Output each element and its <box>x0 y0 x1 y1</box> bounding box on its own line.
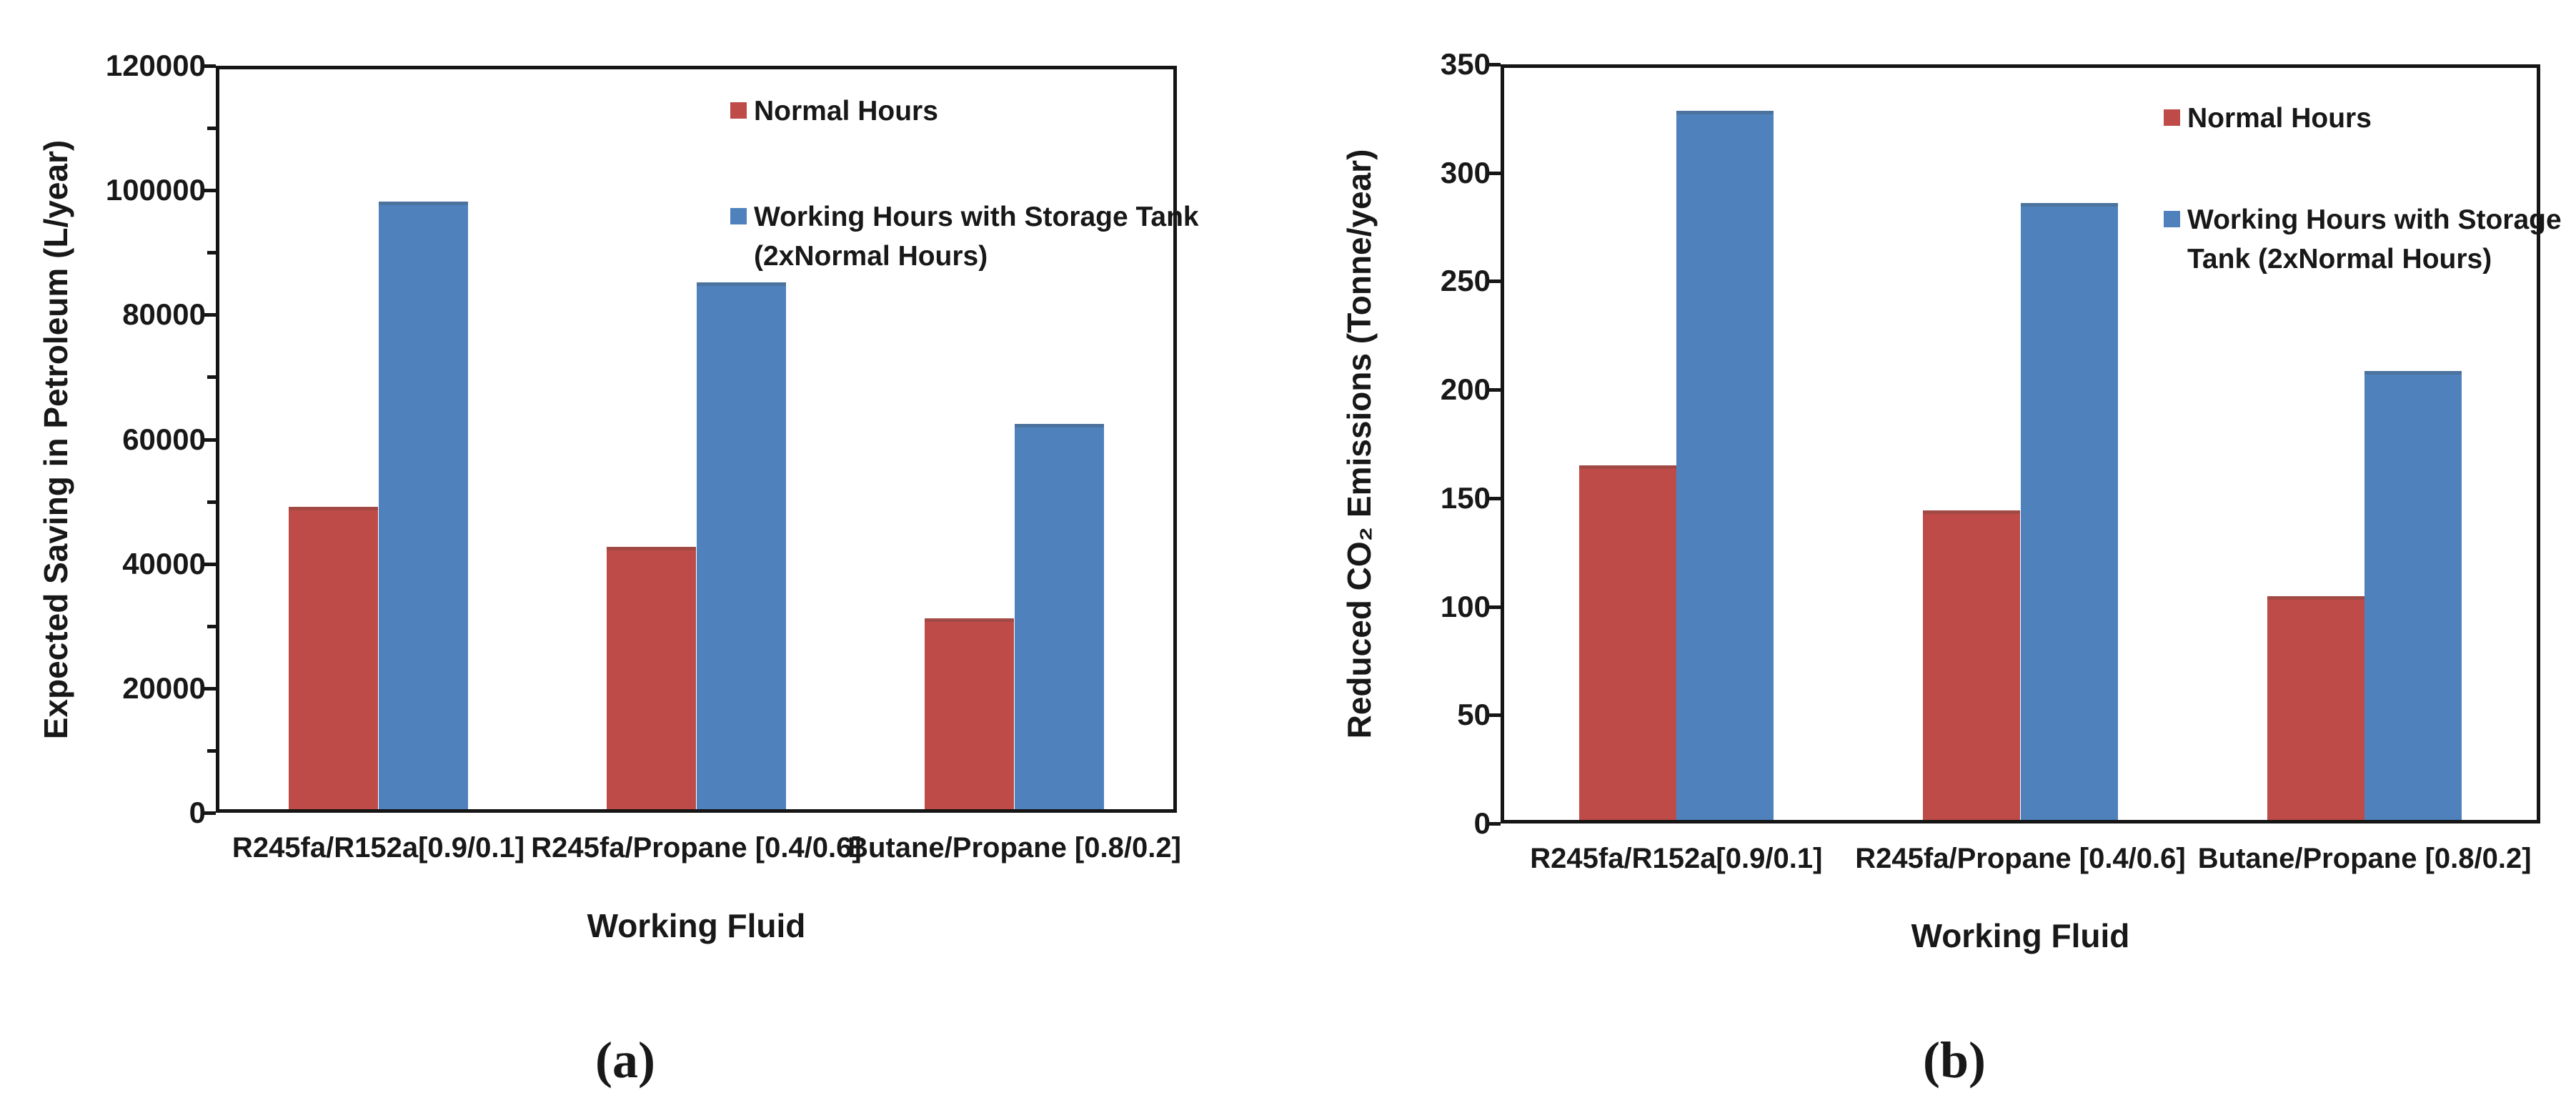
legend-item: Working Hours with Storage Tank (2xNormal… <box>730 197 1199 276</box>
panel-a: Expected Saving in Petroleum (L/year) 0 20… <box>0 0 1286 1118</box>
legend-swatch <box>730 208 747 224</box>
y-tick-major <box>202 437 216 442</box>
bar-storage-tank-2 <box>1014 423 1105 809</box>
panel-b: Reduced CO₂ Emissions (Tonne/year) 0 50 100… <box>1286 0 2576 1118</box>
legend-label: Working Hours with Storage Tank (2xNormal… <box>754 197 1199 276</box>
legend-swatch <box>2164 109 2180 126</box>
y-tick-label: 200 <box>1440 372 1491 407</box>
y-tick-label: 0 <box>189 796 206 829</box>
y-tick-minor <box>207 748 216 753</box>
legend-swatch <box>2164 211 2180 227</box>
y-tick-label: 60000 <box>122 422 206 456</box>
legend-label-line: (2xNormal Hours) <box>754 241 988 272</box>
panel-caption: (b) <box>1923 1032 1986 1089</box>
legend-item: Working Hours with Storage Tank (2xNormal… <box>2164 200 2562 279</box>
y-tick-label: 100000 <box>105 173 206 207</box>
y-tick-label: 300 <box>1440 155 1491 189</box>
legend-label: Normal Hours <box>2187 99 2372 138</box>
y-tick-major <box>1486 496 1501 500</box>
y-tick-minor <box>207 127 216 131</box>
legend-label: Normal Hours <box>754 91 938 131</box>
bar-normal-hours-1 <box>606 547 697 809</box>
y-tick-label: 350 <box>1440 47 1491 81</box>
y-tick-label: 50 <box>1457 698 1491 732</box>
y-tick-major <box>1486 63 1501 66</box>
bar-normal-hours-0 <box>1578 465 1676 820</box>
legend-item: Normal Hours <box>2164 99 2372 138</box>
bar-storage-tank-0 <box>378 202 469 809</box>
y-tick-major <box>202 313 216 317</box>
category-label: R245fa/Propane [0.4/0.6] <box>531 832 862 864</box>
bar-normal-hours-0 <box>288 507 379 809</box>
x-axis-title: Working Fluid <box>1911 917 2130 954</box>
legend-label-line: Normal Hours <box>2187 103 2372 134</box>
y-tick-major <box>202 686 216 691</box>
bar-storage-tank-1 <box>2020 203 2118 820</box>
legend-label-line: Tank (2xNormal Hours) <box>2187 244 2492 274</box>
legend-label-line: Normal Hours <box>754 96 938 127</box>
y-tick-label: 100 <box>1440 589 1491 623</box>
y-tick-label: 120000 <box>105 49 206 82</box>
y-tick-major <box>1486 822 1501 826</box>
y-tick-major <box>1486 171 1501 175</box>
category-label: R245fa/R152a[0.9/0.1] <box>1530 843 1823 874</box>
legend-swatch <box>730 102 747 119</box>
plot-area <box>1501 64 2540 823</box>
y-tick-major <box>202 562 216 566</box>
y-tick-label: 20000 <box>122 671 206 705</box>
bar-storage-tank-0 <box>1676 111 1774 820</box>
legend-label-line: Working Hours with Storage Tank <box>754 202 1199 232</box>
category-label: R245fa/Propane [0.4/0.6] <box>1855 843 2186 874</box>
y-axis-title: Reduced CO₂ Emissions (Tonne/year) <box>1341 149 1378 739</box>
legend-label-line: Working Hours with Storage <box>2187 204 2562 235</box>
y-tick-major <box>1486 605 1501 609</box>
legend-item: Normal Hours <box>730 91 938 131</box>
bar-normal-hours-1 <box>1923 510 2021 820</box>
y-tick-major <box>202 64 216 68</box>
y-tick-label: 40000 <box>122 546 206 580</box>
x-axis-title: Working Fluid <box>587 907 806 944</box>
legend-label: Working Hours with Storage Tank (2xNormal… <box>2187 200 2562 279</box>
y-tick-minor <box>207 251 216 255</box>
y-tick-label: 0 <box>1473 806 1491 840</box>
y-tick-minor <box>207 375 216 380</box>
y-tick-label: 150 <box>1440 480 1491 515</box>
category-label: Butane/Propane [0.8/0.2] <box>847 832 1181 864</box>
y-tick-label: 250 <box>1440 264 1491 298</box>
y-tick-major <box>1486 280 1501 284</box>
y-tick-major <box>1486 713 1501 718</box>
y-tick-minor <box>207 500 216 504</box>
y-tick-major <box>1486 388 1501 392</box>
bar-normal-hours-2 <box>2267 596 2365 820</box>
category-label: R245fa/R152a[0.9/0.1] <box>232 832 525 864</box>
panel-caption: (a) <box>595 1032 655 1089</box>
bar-normal-hours-2 <box>924 618 1015 809</box>
y-tick-major <box>202 811 216 815</box>
category-label: Butane/Propane [0.8/0.2] <box>2197 843 2532 874</box>
plot-area <box>216 66 1177 813</box>
y-tick-label: 80000 <box>122 297 206 332</box>
y-tick-major <box>202 189 216 193</box>
bar-storage-tank-1 <box>696 282 787 809</box>
y-tick-minor <box>207 624 216 628</box>
bar-storage-tank-2 <box>2364 370 2462 820</box>
